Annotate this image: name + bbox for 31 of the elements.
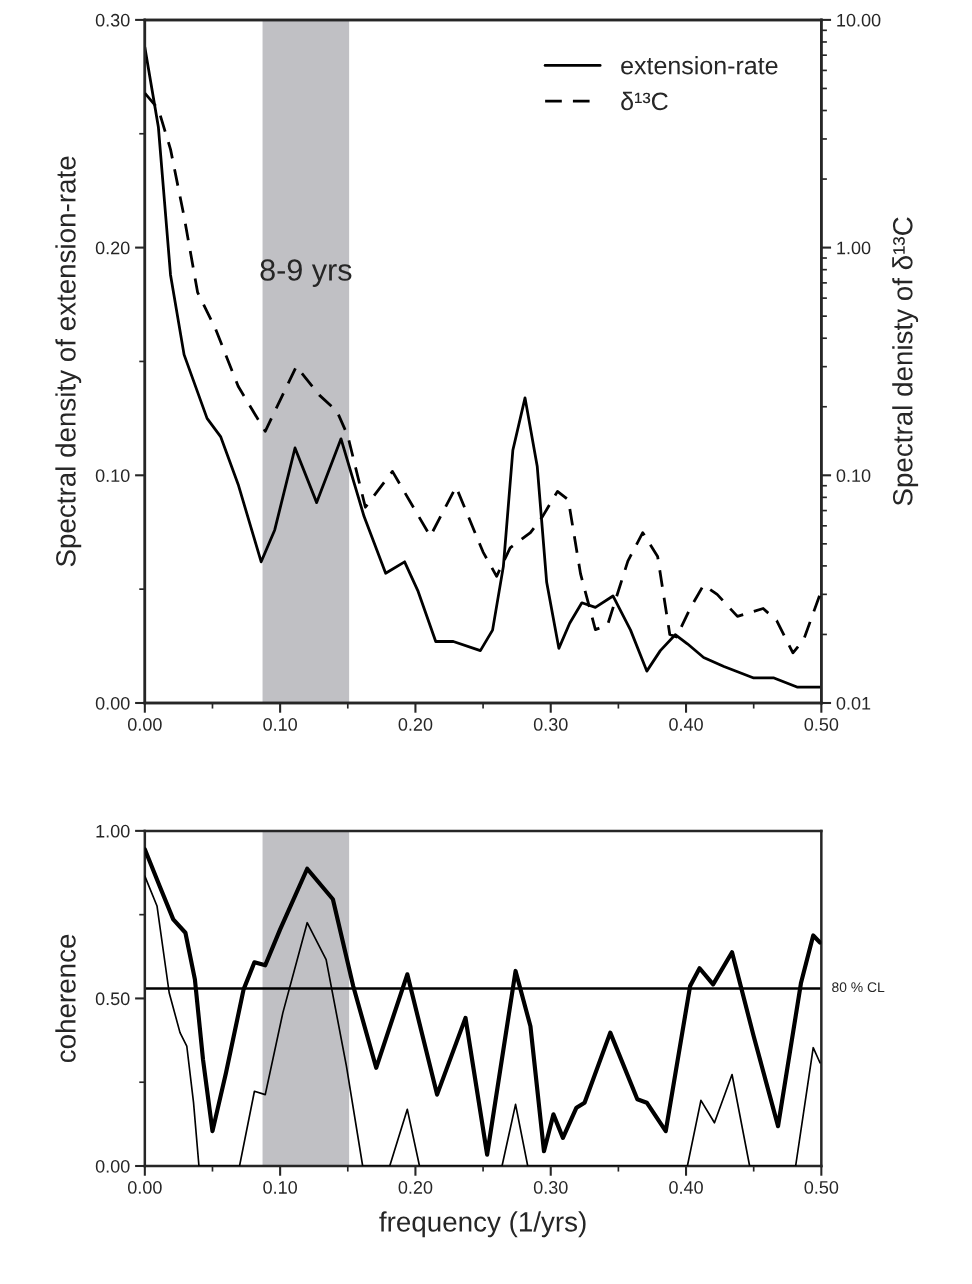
y-tick-label: 0.20 (95, 241, 130, 255)
x-tick-label: 0.20 (398, 718, 433, 731)
x-tick-label: 0.30 (533, 1181, 568, 1194)
x-tick-label: 0.30 (533, 718, 568, 731)
y-tick-label: 1.00 (96, 824, 130, 838)
x-axis-title: frequency (1/yrs) (379, 1211, 586, 1238)
y2-tick-label: 0.01 (836, 696, 871, 710)
y-tick-label: 0.30 (95, 13, 130, 27)
ref-line-label: 80 % CL (832, 982, 885, 993)
y2-axis-title: Spectral denisty of δ¹³C (892, 217, 919, 506)
y2-tick-label: 1.00 (837, 241, 871, 255)
y2-tick-label: 10.00 (837, 13, 881, 27)
y-axis-title: Spectral density of extension-rate (55, 156, 82, 567)
y-tick-label: 0.00 (95, 1159, 130, 1173)
y-axis-title: coherence (55, 934, 76, 1063)
x-tick-label: 0.40 (669, 1181, 703, 1194)
y-tick-label: 0.10 (95, 469, 130, 483)
legend-label: extension-rate (621, 56, 778, 75)
x-tick-label: 0.10 (263, 1181, 297, 1194)
band-label: 8-9 yrs (260, 259, 352, 287)
y2-tick-label: 0.10 (836, 469, 871, 483)
x-tick-label: 0.40 (669, 718, 703, 731)
x-tick-label: 0.00 (127, 1181, 162, 1194)
x-tick-label: 0.20 (398, 1181, 433, 1194)
x-tick-label: 0.00 (127, 718, 162, 731)
y-tick-label: 0.00 (95, 696, 130, 710)
x-tick-label: 0.50 (804, 718, 839, 731)
y-tick-label: 0.50 (95, 992, 130, 1006)
x-tick-label: 0.10 (263, 718, 297, 731)
x-tick-label: 0.50 (804, 1181, 839, 1194)
legend-label: δ¹³C (621, 91, 668, 111)
